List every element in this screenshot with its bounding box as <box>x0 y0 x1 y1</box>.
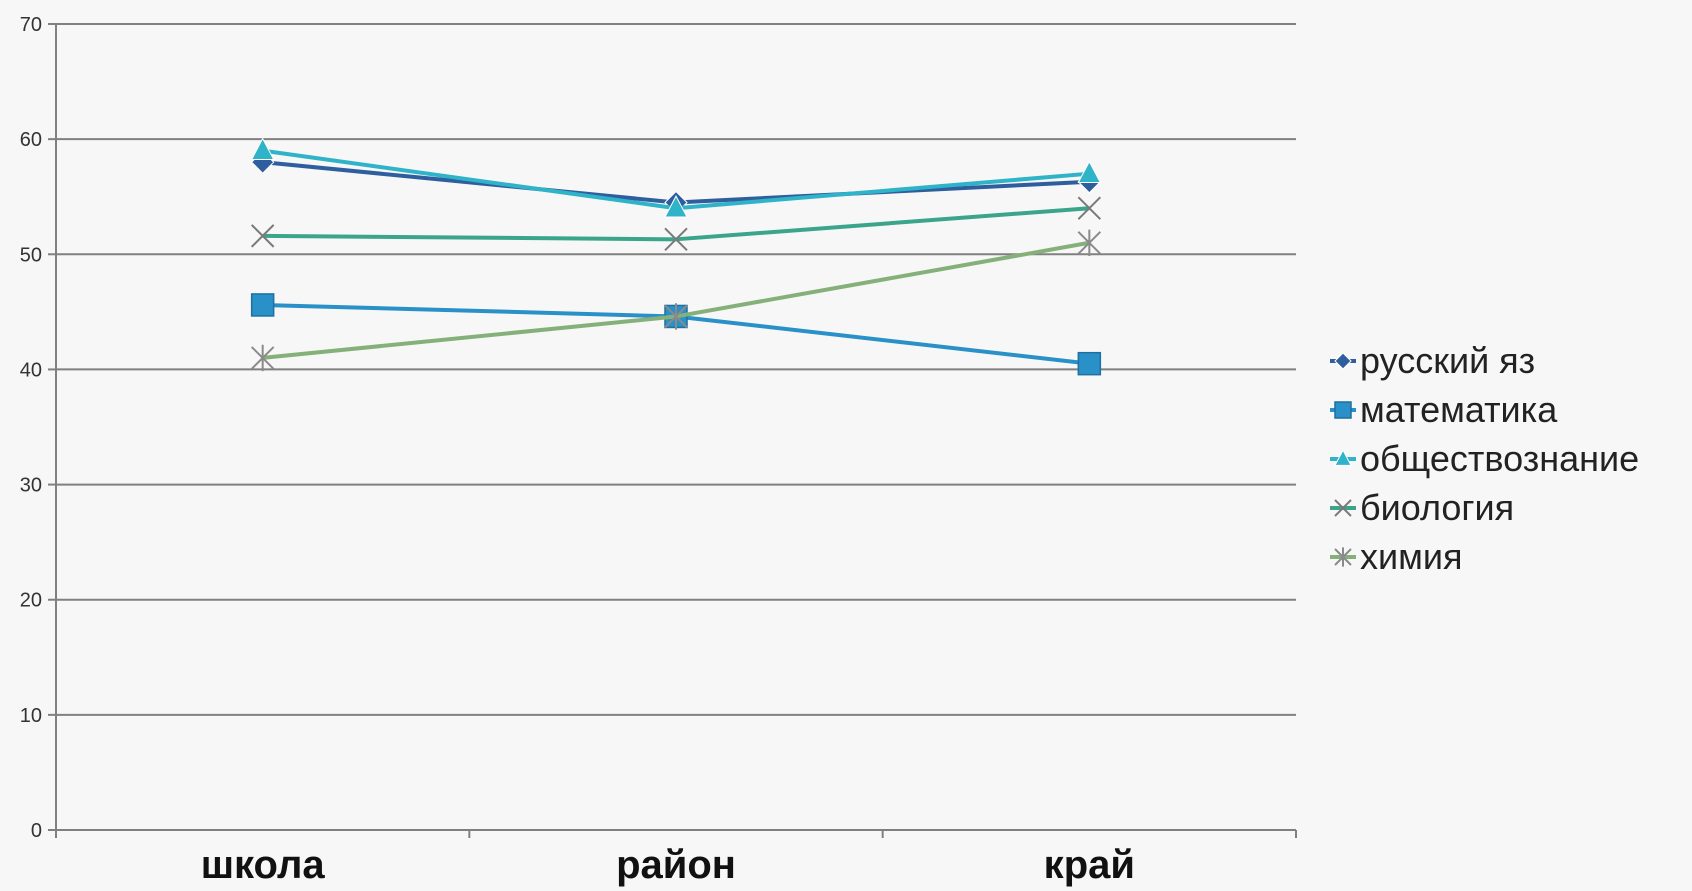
data-point <box>664 227 688 252</box>
series-3 <box>250 137 1102 218</box>
y-tick-label: 40 <box>20 359 42 381</box>
data-point <box>250 224 275 248</box>
legend-marker <box>1334 352 1352 370</box>
y-tick-label: 0 <box>31 820 42 842</box>
legend-label: химия <box>1360 536 1462 577</box>
x-tick-label: школа <box>201 843 326 887</box>
legend-label: математика <box>1360 389 1558 430</box>
axes <box>48 23 1297 838</box>
data-point <box>664 303 688 330</box>
y-tick-label: 30 <box>20 475 42 497</box>
legend-marker <box>1334 449 1352 466</box>
legend-label: русский яз <box>1360 340 1535 381</box>
legend-item: химия <box>1330 536 1462 577</box>
y-tick-labels: 0 10 20 30 40 50 60 70 <box>20 14 42 842</box>
legend-item: русский яз <box>1330 340 1535 381</box>
legend-label: обществознание <box>1360 438 1639 479</box>
data-point <box>664 195 688 218</box>
y-tick-label: 20 <box>20 590 42 612</box>
data-point <box>1077 229 1102 256</box>
y-tick-label: 60 <box>20 129 42 151</box>
legend-label: биология <box>1360 487 1514 528</box>
legend-marker <box>1334 499 1352 517</box>
data-point <box>250 293 275 317</box>
legend-marker <box>1334 547 1352 567</box>
legend-item: математика <box>1330 389 1558 430</box>
y-tick-label: 70 <box>20 14 42 36</box>
legend-marker <box>1334 401 1352 419</box>
legend: русский яз математика обществознание биолог… <box>1330 340 1639 577</box>
data-point <box>1077 196 1102 220</box>
series-4 <box>250 196 1102 252</box>
data-point <box>1077 351 1102 376</box>
y-tick-label: 10 <box>20 705 42 727</box>
x-tick-label: район <box>616 843 736 887</box>
series-group <box>250 137 1102 376</box>
x-tick-labels: школа район край <box>201 843 1135 887</box>
x-tick-label: край <box>1044 843 1135 887</box>
legend-item: биология <box>1330 487 1514 528</box>
y-tick-label: 50 <box>20 244 42 266</box>
gridlines <box>56 23 1296 716</box>
data-point <box>250 344 275 372</box>
data-point <box>250 137 275 160</box>
series-line <box>262 240 1090 360</box>
data-point <box>1077 160 1102 183</box>
series-5 <box>250 229 1102 372</box>
legend-item: обществознание <box>1330 438 1639 479</box>
